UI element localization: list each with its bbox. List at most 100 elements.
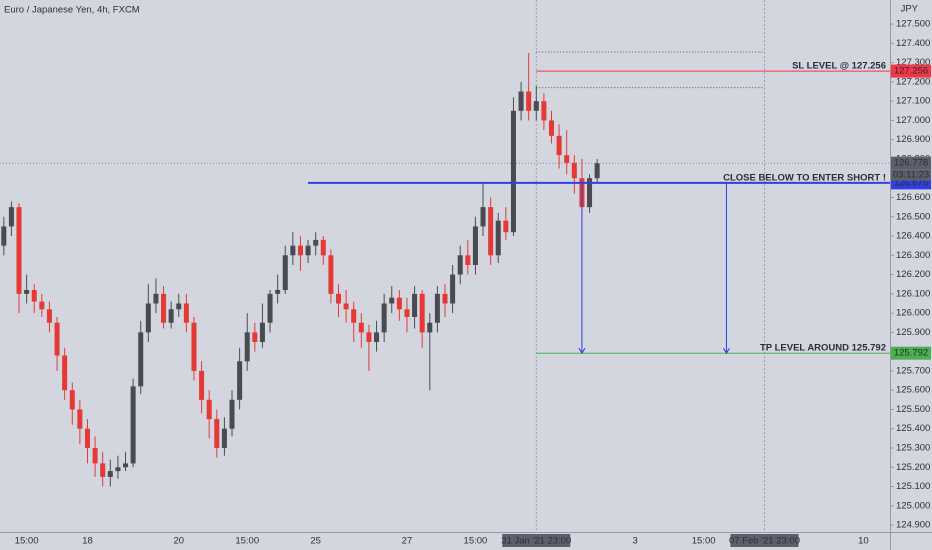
y-tick-label: 126.400 [896,231,930,242]
candle-body [275,289,281,294]
y-tick-label: 125.500 [896,404,930,415]
candle-body [541,101,547,121]
candle-body [320,239,326,256]
candle-body [115,467,121,472]
candle-body [229,399,235,429]
candle-body [374,332,380,343]
countdown-label: 03:11:23 [893,170,929,181]
y-tick-label: 126.600 [896,192,930,203]
x-tick-label: 15:00 [15,536,39,547]
x-tick-label: 20 [173,536,184,547]
last-price-label: 126.778 [894,158,928,169]
candle-body [69,390,75,410]
candle-body [31,289,37,302]
candle-body [84,428,90,448]
candle-body [297,245,303,256]
candle-body [518,91,524,111]
y-tick-label: 126.200 [896,269,930,280]
arrow-head [723,347,730,355]
x-tick-label: 10 [858,536,869,547]
candle-body [510,110,516,233]
y-tick-label: 125.600 [896,385,930,396]
candle-body [161,293,167,323]
y-tick-label: 125.200 [896,462,930,473]
x-tick-label: 25 [310,536,321,547]
candle-body [46,309,52,323]
y-tick-label: 127.100 [896,96,930,107]
price-badge [891,346,931,360]
candle-body [472,226,478,265]
candle-body [252,332,258,343]
candle-body [8,207,14,227]
candle-body [594,163,600,179]
candle-body [199,370,205,400]
candle-body [282,255,288,290]
candle-body [313,239,319,246]
y-tick-label: 125.000 [896,500,930,511]
y-tick-label: 127.400 [896,38,930,49]
candle-body [168,309,174,323]
candle-body [305,245,311,256]
price-badge-label: 125.792 [894,348,928,359]
x-tick-label: 15:00 [464,536,488,547]
y-tick-label: 125.700 [896,365,930,376]
chart-title: Euro / Japanese Yen, 4h, FXCM [4,5,140,16]
candle-body [366,332,372,343]
candle-body [62,355,68,391]
candle-body [92,447,98,464]
level-text: CLOSE BELOW TO ENTER SHORT ! [723,172,886,183]
candle-body [176,303,182,310]
candle-body [556,135,562,156]
price-badge-label: 126.676 [894,177,928,188]
price-badge-label: 127.256 [894,66,928,77]
candle-body [123,463,129,468]
y-tick-label: 127.000 [896,115,930,126]
candle-body [488,207,494,256]
level-text: TP LEVEL AROUND 125.792 [760,343,886,354]
candle-body [389,297,395,304]
y-tick-label: 127.500 [896,19,930,30]
candle-body [419,293,425,333]
candle-body [237,361,243,400]
candle-body [191,322,197,371]
y-tick-label: 127.300 [896,57,930,68]
candle-body [24,289,30,294]
candle-body [381,303,387,333]
candle-body [503,220,509,233]
candle-body [100,463,106,477]
candle-body [221,428,227,448]
candle-body [77,409,83,429]
candle-body [548,120,555,136]
arrow-head [578,347,586,355]
candle-body [145,303,151,333]
candle-body [526,91,532,111]
last-price-badge [891,156,931,170]
candle-body [183,303,189,323]
crosshair-badge [502,534,571,547]
candle-body [1,226,7,246]
candle-body [16,207,22,294]
candle-body [335,293,342,304]
candle-body [533,101,539,111]
candle-body [427,322,433,333]
candle-body [412,293,418,317]
candle-body [450,274,456,304]
candle-body [39,301,45,310]
y-tick-label: 126.100 [896,288,930,299]
candle-body [404,309,410,317]
candle-body [244,332,250,362]
candle-body [358,322,364,333]
crosshair-badge [730,534,799,547]
unit-label: JPY [901,4,919,15]
candle-body [351,309,357,323]
y-tick-label: 125.100 [896,481,930,492]
crosshair-label: 07 Feb '21 23:00 [729,536,800,547]
candle-body [130,386,136,464]
candle-body [480,207,486,227]
candle-body [587,178,593,208]
candle-body [107,471,113,477]
x-tick-label: 3 [633,536,638,547]
candle-body [495,220,501,256]
